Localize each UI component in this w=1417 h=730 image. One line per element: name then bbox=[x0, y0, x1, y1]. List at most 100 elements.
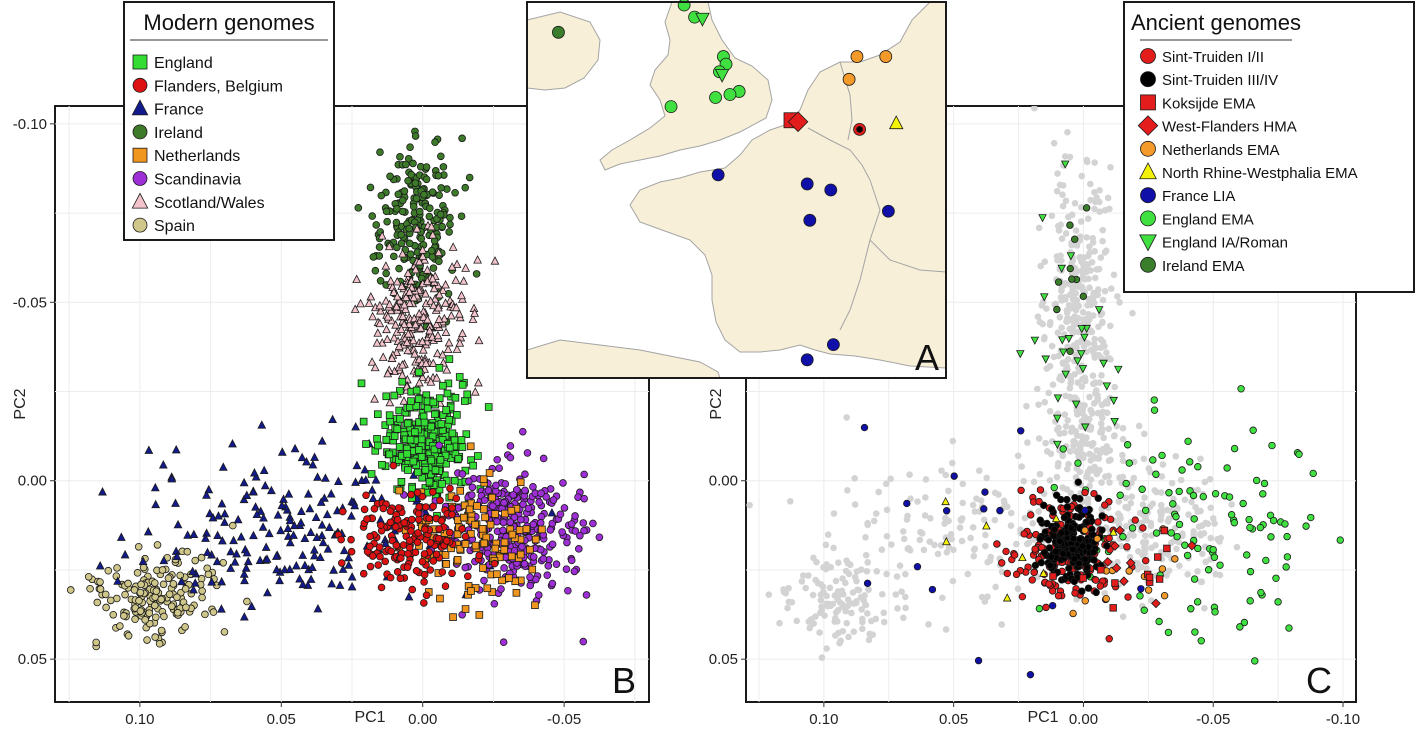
point-modern-background-grey bbox=[1100, 434, 1107, 442]
point-scandinavia bbox=[480, 576, 488, 585]
point-flanders-belgium bbox=[337, 559, 346, 567]
point-scotland-wales bbox=[422, 265, 432, 274]
point-flanders-belgium bbox=[408, 585, 417, 594]
point-scotland-wales bbox=[391, 320, 400, 329]
point-spain bbox=[157, 595, 166, 604]
point-modern-background-grey bbox=[858, 615, 866, 623]
point-modern-background-grey bbox=[1035, 508, 1043, 515]
point-modern-background-grey bbox=[1079, 308, 1087, 316]
map-site-england-ema bbox=[723, 88, 737, 101]
point-england bbox=[412, 386, 421, 395]
point-modern-background-grey bbox=[819, 583, 827, 590]
map-site-france-lia bbox=[800, 353, 814, 367]
point-modern-background-grey bbox=[1065, 213, 1072, 221]
point-france bbox=[285, 564, 295, 573]
point-modern-background-grey bbox=[888, 541, 895, 548]
point-scotland-wales bbox=[414, 308, 424, 318]
point-scandinavia bbox=[552, 560, 561, 569]
point-koksijde-ema bbox=[1111, 579, 1119, 587]
point-france-lia bbox=[860, 423, 869, 432]
point-france bbox=[120, 549, 130, 559]
point-flanders-belgium bbox=[438, 568, 447, 576]
point-north-rhine-westphalia-ema bbox=[1039, 568, 1048, 577]
point-france bbox=[317, 436, 327, 445]
point-north-rhine-westphalia-ema bbox=[1051, 513, 1061, 523]
point-sint-truiden-i-ii bbox=[1010, 551, 1019, 559]
point-modern-background-grey bbox=[1036, 318, 1044, 326]
point-modern-background-grey bbox=[1062, 197, 1070, 205]
point-scotland-wales bbox=[434, 314, 444, 323]
point-england-ia-roman bbox=[1053, 394, 1063, 403]
point-modern-background-grey bbox=[1116, 299, 1123, 306]
point-ireland bbox=[417, 234, 426, 243]
point-modern-background-grey bbox=[1106, 322, 1114, 330]
point-modern-background-grey bbox=[925, 621, 932, 628]
point-england bbox=[378, 460, 386, 469]
point-modern-background-grey bbox=[765, 591, 773, 598]
point-modern-background-grey bbox=[1068, 424, 1076, 432]
point-sint-truiden-i-ii bbox=[993, 540, 1001, 548]
point-modern-background-grey bbox=[1086, 243, 1093, 250]
point-modern-background-grey bbox=[1184, 571, 1192, 578]
point-modern-background-grey bbox=[746, 501, 753, 509]
point-france bbox=[247, 601, 256, 610]
point-england bbox=[474, 452, 482, 460]
point-france-lia bbox=[903, 499, 911, 508]
point-scandinavia bbox=[548, 579, 557, 588]
point-flanders-belgium bbox=[415, 503, 423, 511]
point-sint-truiden-iii-iv bbox=[1098, 512, 1106, 520]
point-modern-background-grey bbox=[920, 546, 928, 554]
point-england-ema bbox=[1035, 604, 1044, 613]
point-flanders-belgium bbox=[366, 562, 375, 571]
point-scotland-wales bbox=[417, 336, 427, 346]
point-england bbox=[438, 480, 446, 488]
point-spain bbox=[124, 579, 132, 588]
point-modern-background-grey bbox=[809, 591, 817, 599]
point-scotland-wales bbox=[427, 221, 436, 231]
point-scotland-wales bbox=[451, 302, 461, 312]
point-ireland bbox=[422, 163, 431, 171]
point-france bbox=[261, 542, 271, 551]
point-modern-background-grey bbox=[1115, 498, 1123, 505]
point-spain bbox=[101, 590, 110, 599]
point-spain bbox=[209, 608, 218, 616]
point-netherlands bbox=[465, 505, 474, 514]
point-flanders-belgium bbox=[396, 574, 405, 583]
point-sint-truiden-i-ii bbox=[1092, 576, 1100, 584]
point-scotland-wales bbox=[397, 281, 407, 290]
point-modern-background-grey bbox=[780, 586, 787, 593]
point-modern-background-grey bbox=[1023, 540, 1031, 548]
point-modern-background-grey bbox=[1048, 212, 1056, 220]
x-tick-label: 0.10 bbox=[125, 711, 154, 728]
point-modern-background-grey bbox=[851, 475, 859, 482]
point-modern-background-grey bbox=[857, 593, 865, 601]
point-modern-background-grey bbox=[1067, 379, 1074, 387]
point-modern-background-grey bbox=[1107, 285, 1115, 292]
point-flanders-belgium bbox=[429, 502, 437, 511]
point-england-ema bbox=[1267, 533, 1275, 541]
point-france bbox=[259, 513, 268, 522]
y-tick-label: 0.00 bbox=[18, 473, 47, 490]
point-scotland-wales bbox=[373, 328, 383, 337]
point-modern-background-grey bbox=[850, 628, 858, 635]
point-france bbox=[275, 575, 284, 585]
point-ireland bbox=[417, 274, 426, 283]
point-france bbox=[320, 473, 330, 482]
point-netherlands bbox=[500, 546, 508, 554]
point-sint-truiden-iii-iv bbox=[1078, 587, 1086, 595]
point-sint-truiden-i-ii bbox=[1124, 593, 1132, 601]
point-scandinavia bbox=[562, 565, 571, 573]
point-france bbox=[284, 489, 294, 498]
point-scandinavia bbox=[556, 510, 565, 519]
point-flanders-belgium bbox=[458, 525, 466, 533]
point-flanders-belgium bbox=[347, 535, 355, 544]
point-england-ia-roman bbox=[1077, 325, 1087, 334]
point-modern-background-grey bbox=[1066, 448, 1074, 455]
point-modern-background-grey bbox=[1091, 247, 1098, 255]
point-modern-background-grey bbox=[986, 557, 994, 565]
point-england bbox=[417, 435, 426, 444]
point-modern-background-grey bbox=[1059, 182, 1067, 189]
point-france bbox=[241, 563, 251, 572]
point-modern-background-grey bbox=[1054, 170, 1061, 177]
point-sint-truiden-i-ii bbox=[1090, 489, 1098, 498]
